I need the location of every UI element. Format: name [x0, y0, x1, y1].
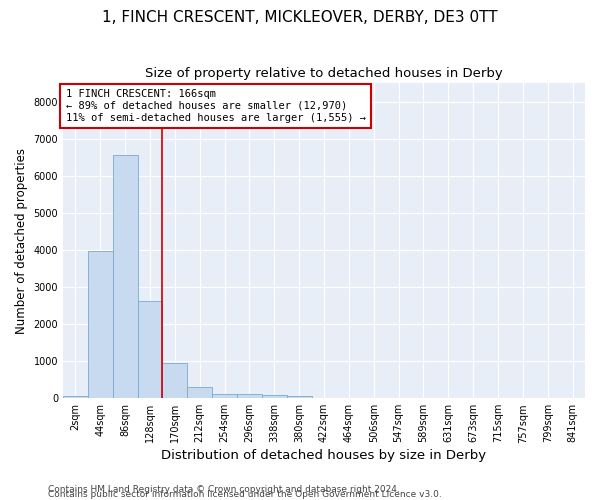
Y-axis label: Number of detached properties: Number of detached properties [15, 148, 28, 334]
X-axis label: Distribution of detached houses by size in Derby: Distribution of detached houses by size … [161, 450, 487, 462]
Bar [287, 396, 311, 398]
Bar [113, 154, 137, 398]
Bar [187, 386, 212, 398]
Text: Contains HM Land Registry data © Crown copyright and database right 2024.: Contains HM Land Registry data © Crown c… [48, 484, 400, 494]
Text: 1, FINCH CRESCENT, MICKLEOVER, DERBY, DE3 0TT: 1, FINCH CRESCENT, MICKLEOVER, DERBY, DE… [102, 10, 498, 25]
Bar [88, 250, 113, 398]
Bar [237, 394, 262, 398]
Text: 1 FINCH CRESCENT: 166sqm
← 89% of detached houses are smaller (12,970)
11% of se: 1 FINCH CRESCENT: 166sqm ← 89% of detach… [65, 90, 365, 122]
Bar [63, 396, 88, 398]
Bar [137, 301, 163, 398]
Bar [262, 395, 287, 398]
Title: Size of property relative to detached houses in Derby: Size of property relative to detached ho… [145, 68, 503, 80]
Text: Contains public sector information licensed under the Open Government Licence v3: Contains public sector information licen… [48, 490, 442, 499]
Bar [212, 394, 237, 398]
Bar [163, 363, 187, 398]
